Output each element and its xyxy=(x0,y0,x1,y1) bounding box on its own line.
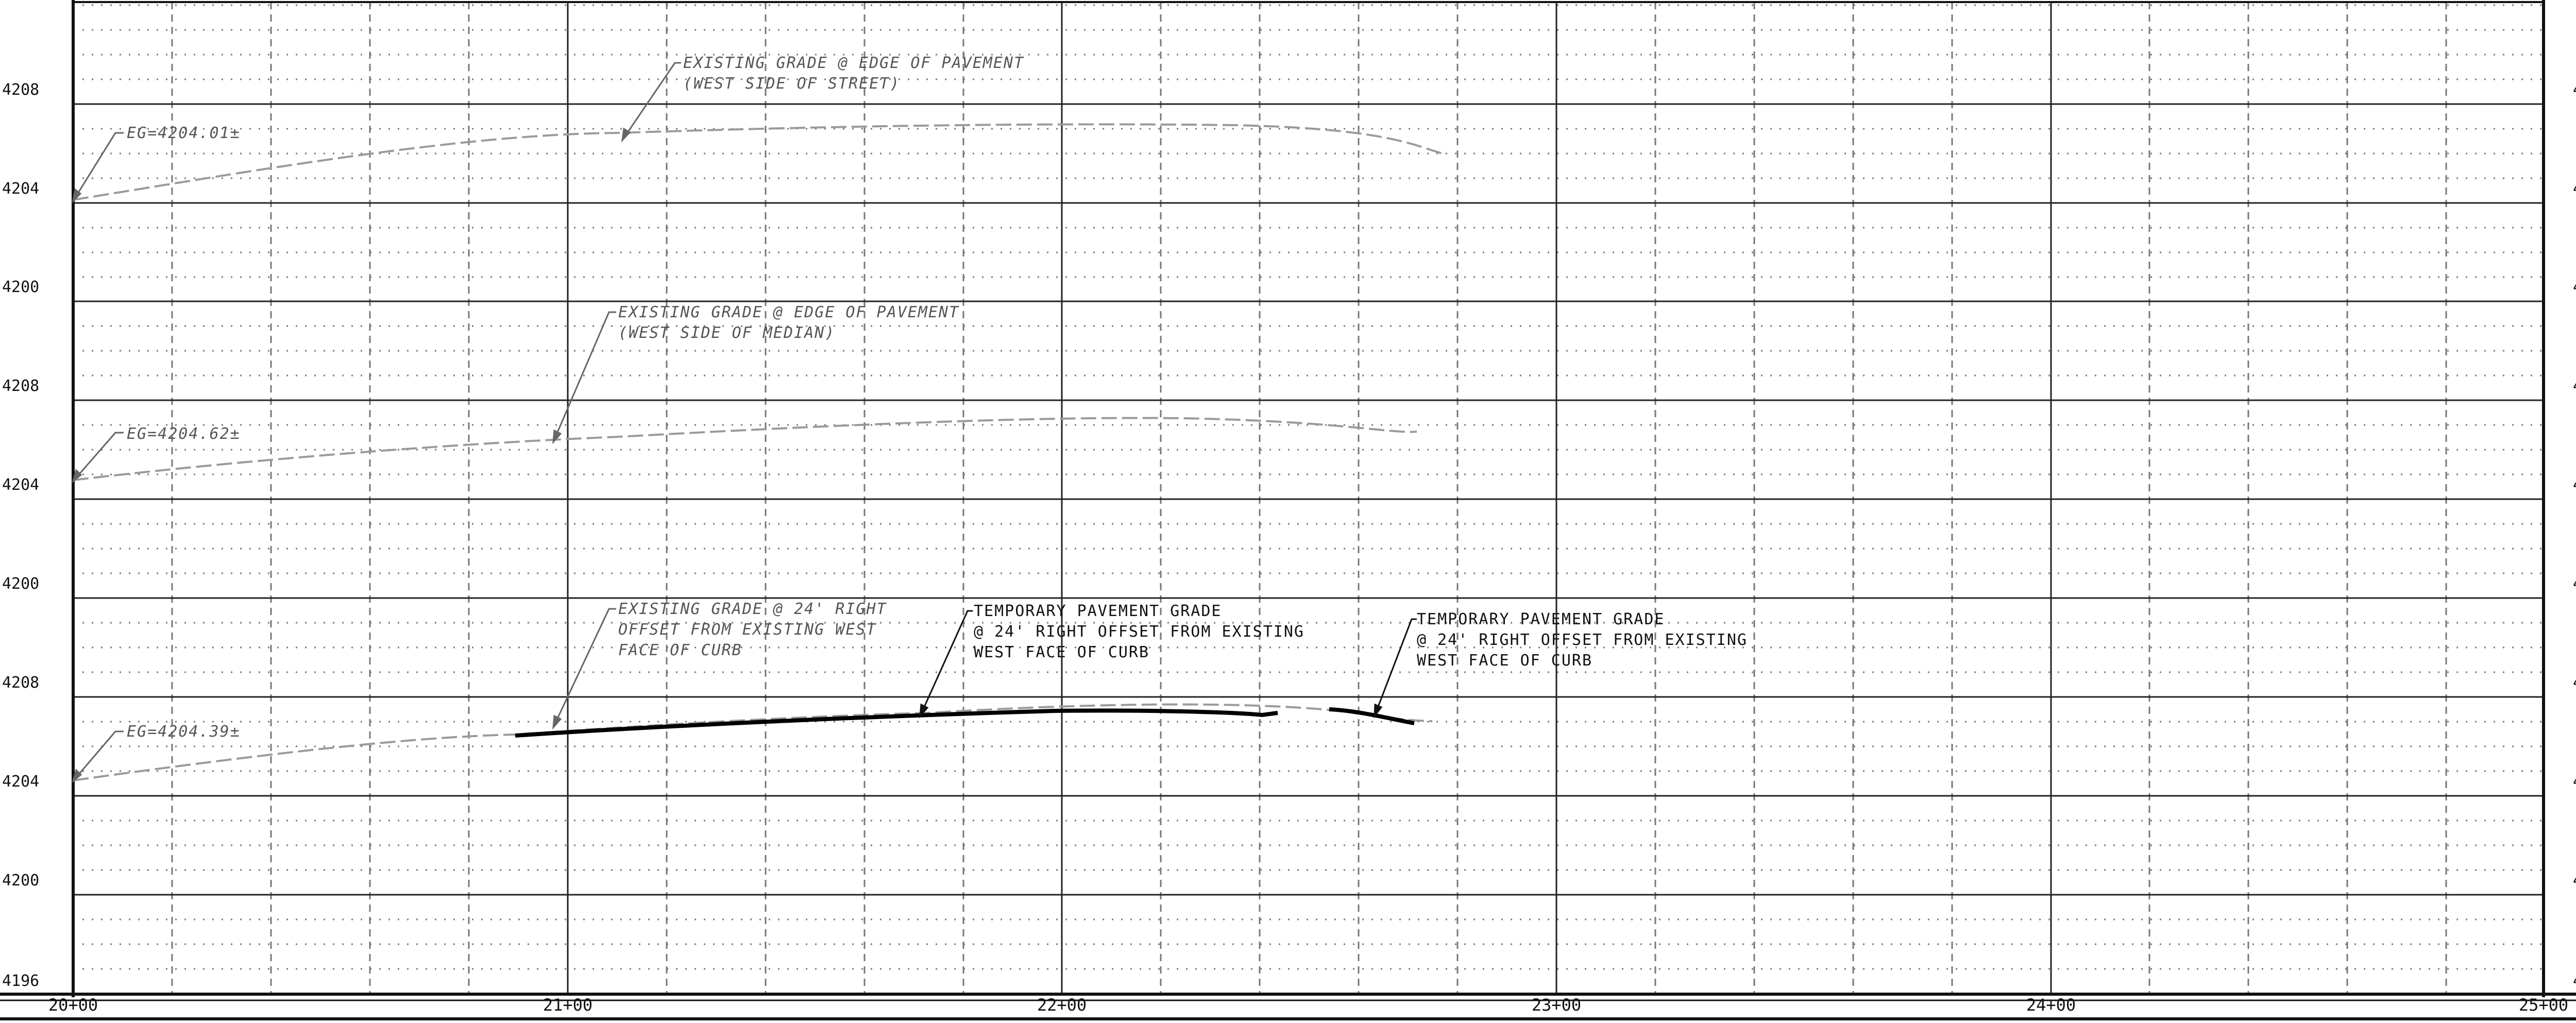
proposed-grade-line xyxy=(515,708,1278,738)
note-line: EXISTING GRADE @ EDGE OF PAVEMENT xyxy=(618,303,959,321)
eg-label: EG=4204.39± xyxy=(127,723,241,741)
eg-leader xyxy=(72,132,124,203)
station-label: 23+00 xyxy=(1532,995,1581,1015)
elevation-label: 4204 xyxy=(2,476,39,494)
elevation-label: 4208 xyxy=(2,81,39,99)
major-horizontal-gridlines xyxy=(73,103,2544,896)
station-label: 21+00 xyxy=(543,995,592,1015)
note-line: EXISTING GRADE @ EDGE OF PAVEMENT xyxy=(683,54,1024,72)
proposed-note-line: @ 24' RIGHT OFFSET FROM EXISTING xyxy=(1417,631,1748,649)
elevation-label: 4196 xyxy=(2573,972,2576,990)
elevation-label: 4208 xyxy=(2573,377,2576,395)
proposed-note-line: @ 24' RIGHT OFFSET FROM EXISTING xyxy=(974,623,1304,641)
elevation-label: 4200 xyxy=(2573,872,2576,890)
station-label: 24+00 xyxy=(2026,995,2076,1015)
elevation-label: 4208 xyxy=(2,377,39,395)
note-line: FACE OF CURB xyxy=(618,641,742,659)
existing-grade-line xyxy=(73,417,1417,481)
elevation-label: 4208 xyxy=(2573,674,2576,692)
eg-leader xyxy=(72,730,124,783)
elevation-label: 4196 xyxy=(2,972,39,990)
elevation-label: 4204 xyxy=(2573,773,2576,791)
profile-24ft-right-offset: EG=4204.39± EXISTING GRADE @ 24' RIGHT O… xyxy=(72,600,1748,783)
station-label: 20+00 xyxy=(48,995,98,1015)
elevation-label: 4204 xyxy=(2573,180,2576,198)
proposed-note-line: TEMPORARY PAVEMENT GRADE xyxy=(1417,610,1665,628)
note-line: OFFSET FROM EXISTING WEST xyxy=(618,621,877,639)
note-line: EXISTING GRADE @ 24' RIGHT xyxy=(618,600,887,618)
elevation-label: 4204 xyxy=(2,773,39,791)
elevation-label: 4208 xyxy=(2,674,39,692)
elevation-label: 4200 xyxy=(2,575,39,593)
elevation-label: 4204 xyxy=(2,180,39,198)
profile-west-side-of-median: EG=4204.62± EXISTING GRADE @ EDGE OF PAV… xyxy=(72,303,1417,484)
elevation-label: 4200 xyxy=(2573,278,2576,296)
elevation-label: 4204 xyxy=(2573,476,2576,494)
elevation-label: 4200 xyxy=(2573,575,2576,593)
elevation-axis-right: 4208 4204 4200 4208 4204 4200 4208 4204 … xyxy=(2573,81,2576,990)
elevation-label: 4208 xyxy=(2573,81,2576,99)
existing-grade-line xyxy=(73,703,1433,781)
minor-vertical-gridlines xyxy=(171,2,2447,993)
elevation-label: 4200 xyxy=(2,278,39,296)
note-leader xyxy=(621,62,681,143)
station-label: 22+00 xyxy=(1037,995,1087,1015)
existing-grade-line xyxy=(73,123,1443,201)
eg-label: EG=4204.01± xyxy=(127,124,241,142)
proposed-note-leader xyxy=(919,610,973,719)
elevation-axis-left: 4208 4204 4200 4208 4204 4200 4208 4204 … xyxy=(2,81,39,990)
note-line: (WEST SIDE OF MEDIAN) xyxy=(618,324,835,342)
proposed-note-line: WEST FACE OF CURB xyxy=(974,643,1149,661)
note-leader xyxy=(552,608,616,730)
note-leader xyxy=(552,311,616,445)
eg-leader xyxy=(72,432,124,484)
proposed-note-leader xyxy=(1374,618,1417,719)
station-axis: 20+00 21+00 22+00 23+00 24+00 25+00 xyxy=(48,995,2568,1015)
major-vertical-gridlines xyxy=(567,2,2052,993)
proposed-note-line: TEMPORARY PAVEMENT GRADE xyxy=(974,602,1222,620)
note-line: (WEST SIDE OF STREET) xyxy=(683,75,900,93)
eg-label: EG=4204.62± xyxy=(127,425,241,443)
profile-west-side-of-street: EG=4204.01± EXISTING GRADE @ EDGE OF PAV… xyxy=(72,54,1443,203)
proposed-note-line: WEST FACE OF CURB xyxy=(1417,652,1592,670)
elevation-label: 4200 xyxy=(2,872,39,890)
station-label: 25+00 xyxy=(2519,995,2568,1015)
